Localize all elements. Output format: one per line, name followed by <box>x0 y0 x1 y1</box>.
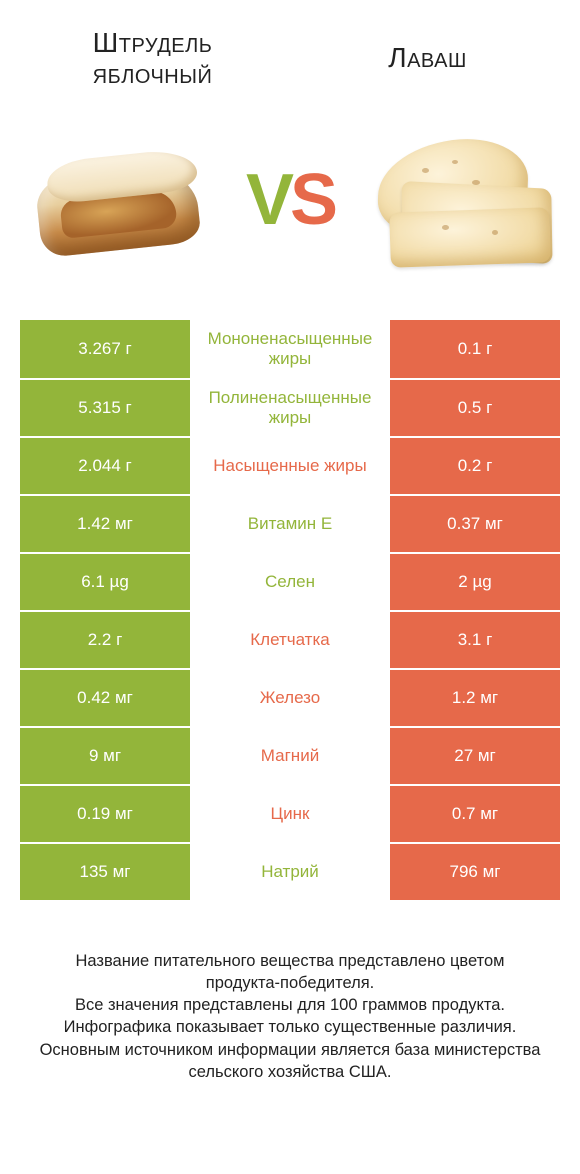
nutrient-label: Магний <box>190 726 390 784</box>
right-value: 1.2 мг <box>390 668 560 726</box>
left-value: 0.42 мг <box>20 668 190 726</box>
left-value: 2.044 г <box>20 436 190 494</box>
images-row: VS <box>20 100 560 320</box>
table-row: 3.267 гМононенасыщенные жиры0.1 г <box>20 320 560 378</box>
left-value: 9 мг <box>20 726 190 784</box>
header: Штрудель яблочный Лаваш <box>20 0 560 100</box>
footer-line: Название питательного вещества представл… <box>38 950 542 995</box>
table-row: 2.044 гНасыщенные жиры0.2 г <box>20 436 560 494</box>
right-value: 3.1 г <box>390 610 560 668</box>
left-value: 1.42 мг <box>20 494 190 552</box>
footer-line: Все значения представлены для 100 граммо… <box>38 994 542 1016</box>
left-product-image <box>28 120 208 280</box>
nutrient-label: Мононенасыщенные жиры <box>190 320 390 378</box>
right-value: 796 мг <box>390 842 560 900</box>
table-row: 0.19 мгЦинк0.7 мг <box>20 784 560 842</box>
right-value: 27 мг <box>390 726 560 784</box>
vs-v: V <box>246 164 290 236</box>
footer-line: Инфографика показывает только существенн… <box>38 1016 542 1038</box>
left-value: 5.315 г <box>20 378 190 436</box>
left-value: 2.2 г <box>20 610 190 668</box>
table-row: 9 мгМагний27 мг <box>20 726 560 784</box>
nutrient-label: Селен <box>190 552 390 610</box>
right-value: 0.37 мг <box>390 494 560 552</box>
table-row: 1.42 мгВитамин E0.37 мг <box>20 494 560 552</box>
left-value: 0.19 мг <box>20 784 190 842</box>
nutrient-label: Натрий <box>190 842 390 900</box>
left-value: 135 мг <box>20 842 190 900</box>
left-value: 6.1 µg <box>20 552 190 610</box>
right-product-image <box>372 120 552 280</box>
table-row: 6.1 µgСелен2 µg <box>20 552 560 610</box>
infographic-page: Штрудель яблочный Лаваш VS 3.267 гМононе… <box>0 0 580 1174</box>
vs-label: VS <box>246 164 334 236</box>
right-value: 0.7 мг <box>390 784 560 842</box>
table-row: 2.2 гКлетчатка3.1 г <box>20 610 560 668</box>
right-product-title: Лаваш <box>315 43 540 74</box>
nutrient-label: Витамин E <box>190 494 390 552</box>
nutrient-label: Насыщенные жиры <box>190 436 390 494</box>
right-value: 0.2 г <box>390 436 560 494</box>
vs-s: S <box>290 164 334 236</box>
left-value: 3.267 г <box>20 320 190 378</box>
footer-notes: Название питательного вещества представл… <box>20 900 560 1084</box>
right-value: 0.1 г <box>390 320 560 378</box>
right-value: 2 µg <box>390 552 560 610</box>
nutrient-label: Железо <box>190 668 390 726</box>
footer-line: Основным источником информации является … <box>38 1039 542 1084</box>
nutrient-label: Цинк <box>190 784 390 842</box>
nutrient-label: Клетчатка <box>190 610 390 668</box>
nutrient-label: Полиненасыщенные жиры <box>190 378 390 436</box>
lavash-icon <box>372 130 552 270</box>
table-row: 5.315 гПолиненасыщенные жиры0.5 г <box>20 378 560 436</box>
comparison-table: 3.267 гМононенасыщенные жиры0.1 г5.315 г… <box>20 320 560 900</box>
right-value: 0.5 г <box>390 378 560 436</box>
table-row: 0.42 мгЖелезо1.2 мг <box>20 668 560 726</box>
strudel-icon <box>33 145 203 255</box>
left-product-title: Штрудель яблочный <box>40 28 265 90</box>
table-row: 135 мгНатрий796 мг <box>20 842 560 900</box>
